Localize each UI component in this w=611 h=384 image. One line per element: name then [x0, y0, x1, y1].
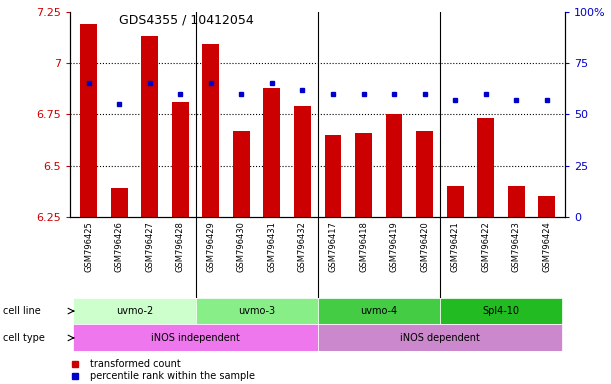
Bar: [318, 324, 562, 351]
Bar: [477, 118, 494, 217]
Text: GSM796431: GSM796431: [268, 221, 276, 272]
Text: GSM796424: GSM796424: [543, 221, 551, 272]
Text: cell line: cell line: [3, 306, 41, 316]
Text: GSM796432: GSM796432: [298, 221, 307, 272]
Text: iNOS independent: iNOS independent: [151, 333, 240, 343]
Text: GSM796426: GSM796426: [115, 221, 123, 272]
Text: uvmo-2: uvmo-2: [116, 306, 153, 316]
Bar: [447, 186, 464, 217]
Bar: [80, 24, 97, 217]
Bar: [202, 45, 219, 217]
Bar: [196, 298, 318, 324]
Text: cell type: cell type: [3, 333, 45, 343]
Bar: [324, 135, 342, 217]
Text: GSM796419: GSM796419: [390, 221, 398, 272]
Text: GSM796429: GSM796429: [207, 221, 215, 272]
Bar: [355, 133, 372, 217]
Text: GSM796418: GSM796418: [359, 221, 368, 272]
Text: GDS4355 / 10412054: GDS4355 / 10412054: [119, 13, 254, 26]
Bar: [294, 106, 311, 217]
Bar: [73, 298, 196, 324]
Bar: [233, 131, 250, 217]
Bar: [508, 186, 525, 217]
Text: Spl4-10: Spl4-10: [483, 306, 519, 316]
Text: transformed count: transformed count: [90, 359, 181, 369]
Bar: [263, 88, 280, 217]
Text: GSM796417: GSM796417: [329, 221, 337, 272]
Bar: [538, 197, 555, 217]
Text: GSM796428: GSM796428: [176, 221, 185, 272]
Bar: [318, 298, 440, 324]
Text: uvmo-3: uvmo-3: [238, 306, 275, 316]
Text: GSM796427: GSM796427: [145, 221, 154, 272]
Text: GSM796425: GSM796425: [84, 221, 93, 272]
Text: GSM796423: GSM796423: [512, 221, 521, 272]
Text: iNOS dependent: iNOS dependent: [400, 333, 480, 343]
Text: GSM796422: GSM796422: [481, 221, 490, 272]
Bar: [416, 131, 433, 217]
Bar: [172, 102, 189, 217]
Bar: [141, 36, 158, 217]
Text: GSM796421: GSM796421: [451, 221, 459, 272]
Text: GSM796420: GSM796420: [420, 221, 429, 272]
Text: GSM796430: GSM796430: [237, 221, 246, 272]
Bar: [440, 298, 562, 324]
Text: uvmo-4: uvmo-4: [360, 306, 397, 316]
Bar: [73, 324, 318, 351]
Text: percentile rank within the sample: percentile rank within the sample: [90, 371, 255, 381]
Bar: [111, 188, 128, 217]
Bar: [386, 114, 403, 217]
